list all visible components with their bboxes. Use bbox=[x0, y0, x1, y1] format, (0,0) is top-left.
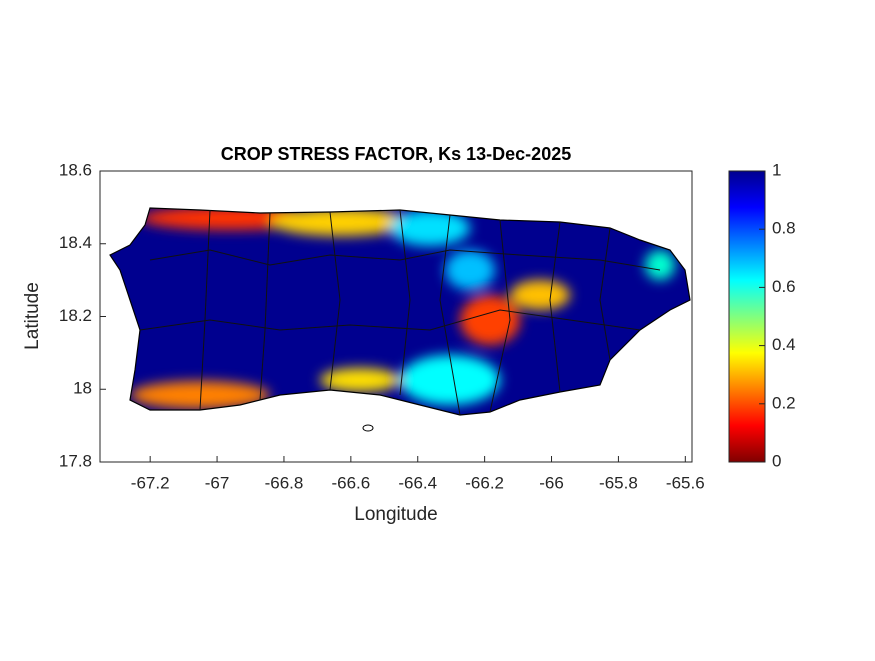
x-tick-label: -65.6 bbox=[666, 473, 705, 492]
x-tick-label: -65.8 bbox=[599, 473, 638, 492]
colorbar-tick-label: 0.4 bbox=[772, 335, 796, 354]
islet bbox=[362, 424, 374, 432]
colorbar-tick-label: 0.2 bbox=[772, 393, 796, 412]
x-tick-label: -67.2 bbox=[131, 473, 170, 492]
colorbar-tick-label: 0 bbox=[772, 451, 781, 470]
title: CROP STRESS FACTOR, Ks 13-Dec-2025 bbox=[221, 144, 571, 164]
x-tick-label: -66.4 bbox=[398, 473, 437, 492]
colorbar bbox=[728, 170, 766, 463]
colorbar-tick-label: 0.8 bbox=[772, 219, 796, 238]
stress-map bbox=[110, 208, 690, 415]
y-tick-label: 18.6 bbox=[59, 160, 92, 179]
y-tick-label: 18.2 bbox=[59, 306, 92, 325]
y-tick-label: 18.4 bbox=[59, 233, 92, 252]
y-tick-label: 18 bbox=[73, 379, 92, 398]
x-tick-label: -66.8 bbox=[265, 473, 304, 492]
x-tick-label: -66.2 bbox=[465, 473, 504, 492]
x-tick-label: -66.6 bbox=[331, 473, 370, 492]
x-tick-label: -66 bbox=[539, 473, 564, 492]
colorbar-tick-label: 1 bbox=[772, 160, 781, 179]
municipal-borders bbox=[139, 209, 661, 416]
y-axis-label: Latitude bbox=[22, 282, 43, 350]
colorbar-tick-label: 0.6 bbox=[772, 277, 796, 296]
y-tick-label: 17.8 bbox=[59, 451, 92, 470]
x-tick-label: -67 bbox=[205, 473, 230, 492]
x-axis-label: Longitude bbox=[354, 504, 437, 525]
